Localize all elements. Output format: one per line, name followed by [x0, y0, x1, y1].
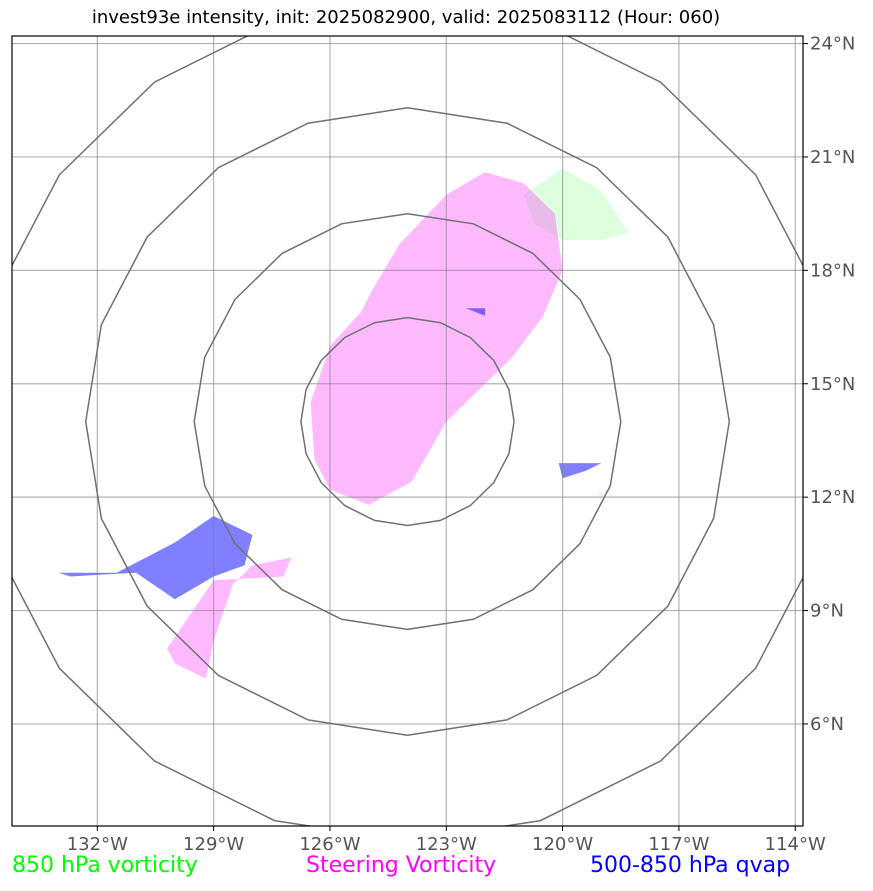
- lon-tick-label: 117°W: [648, 834, 709, 855]
- lat-tick-label: 24°N: [810, 34, 855, 55]
- legend-item-850-vorticity: 850 hPa vorticity: [12, 853, 198, 878]
- lat-tick-label: 12°N: [810, 487, 855, 508]
- field-850-hpa-vorticity-region-2: [597, 493, 606, 498]
- lat-tick-label: 18°N: [810, 260, 855, 281]
- field-steering-vorticity-region-2: [167, 557, 292, 679]
- lon-tick-label: 123°W: [416, 834, 477, 855]
- field-850-hpa-vorticity-region-1: [523, 168, 629, 241]
- lon-tick-label: 129°W: [183, 834, 244, 855]
- lat-tick-label: 15°N: [810, 374, 855, 395]
- lon-tick-label: 126°W: [299, 834, 360, 855]
- lat-tick-label: 9°N: [810, 601, 844, 622]
- map-frame: [11, 35, 804, 827]
- range-ring-4: [12, 36, 803, 826]
- lat-tick-label: 21°N: [810, 147, 855, 168]
- map-background: [12, 36, 803, 826]
- range-ring-2: [193, 212, 622, 631]
- lon-tick-label: 120°W: [532, 834, 593, 855]
- range-ring-1: [300, 316, 515, 527]
- lon-tick-label: 114°W: [765, 834, 826, 855]
- lat-tick-label: 6°N: [810, 714, 844, 735]
- map-title: invest93e intensity, init: 2025082900, v…: [91, 7, 721, 28]
- legend-item-qvap: 500-850 hPa qvap: [590, 853, 791, 878]
- field-500-850-hpa-qvap-region-3: [465, 308, 485, 316]
- legend-item-steering-vorticity: Steering Vorticity: [306, 853, 497, 878]
- range-ring-3: [84, 107, 731, 737]
- lon-tick-label: 132°W: [67, 834, 128, 855]
- field-500-850-hpa-qvap-region-2: [558, 463, 602, 479]
- field-500-850-hpa-qvap-region-1: [58, 516, 253, 600]
- field-steering-vorticity-region-1: [310, 172, 563, 505]
